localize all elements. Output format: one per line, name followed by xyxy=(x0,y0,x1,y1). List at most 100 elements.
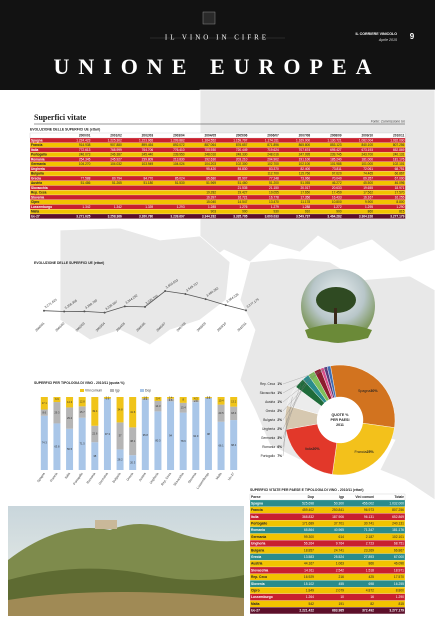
table-cell: 459.402 xyxy=(302,508,314,512)
bar-label: 12.8 xyxy=(80,399,86,403)
leader-line xyxy=(282,396,293,448)
bar-segment xyxy=(192,397,200,401)
table-cell: 68.864 xyxy=(304,528,314,532)
table-row xyxy=(249,553,406,561)
bar-segment xyxy=(141,400,149,470)
table-caption: SUPERFICI VITATE PER PAESE E TIPOLOGIA D… xyxy=(250,488,363,492)
point xyxy=(83,310,86,313)
table-cell: 764.706 xyxy=(142,148,154,152)
table-cell: 50.300 xyxy=(334,501,344,505)
table-cell: Romania xyxy=(251,528,265,532)
x-tick-label: 2006/07 xyxy=(156,321,167,332)
table-header-cell: Dop xyxy=(308,495,314,499)
pie-label-value: 1% xyxy=(277,382,282,386)
table-cell: 768.999 xyxy=(110,148,122,152)
value-label: 3.464.282 xyxy=(205,286,219,298)
table-cell: 46.096 xyxy=(394,562,404,566)
table-row xyxy=(249,566,406,574)
table-cell: 250.841 xyxy=(332,508,344,512)
table-cell: 19.055 xyxy=(269,191,279,195)
table-cell: 1.342 xyxy=(114,205,122,209)
table-cell: 17.562 xyxy=(363,191,373,195)
table-cell: 1.209.882 xyxy=(170,138,184,142)
bar-label: 74.3 xyxy=(42,441,48,445)
bar-label: 92.9 xyxy=(193,434,199,438)
logo xyxy=(202,11,216,25)
value-label: 3.549.737 xyxy=(185,281,199,293)
table-cell: 40.965 xyxy=(334,528,344,532)
bar-segment xyxy=(192,402,200,470)
table-cell: 85.680 xyxy=(206,176,216,180)
table-cell: 103.949 xyxy=(142,162,154,166)
bar-label: 14.3 xyxy=(155,404,161,408)
table-cell: 85.024 xyxy=(175,176,185,180)
bar-segment xyxy=(78,417,86,470)
table-cell: 16.929 xyxy=(304,575,314,579)
table-cell: 1.276 xyxy=(239,205,247,209)
value-label: 3.271.625 xyxy=(44,298,58,310)
table-cell: Bulgaria xyxy=(251,548,264,552)
table-cell: 245.440 xyxy=(142,153,154,157)
table-cell: 930 xyxy=(273,210,279,214)
table-cell: 102.300 xyxy=(236,162,248,166)
table-cell: Italia xyxy=(251,515,259,519)
table-cell: Grecia xyxy=(251,555,261,559)
bar-label: 29.3 xyxy=(54,410,60,414)
pie-label-value: 6% xyxy=(277,445,282,449)
table-header-cell: 2004/05 xyxy=(204,133,216,137)
table-cell: 21.150 xyxy=(269,186,279,190)
bar-label: 5.4 xyxy=(156,397,160,401)
x-tick-label: Rep. Ceca xyxy=(160,472,172,487)
table-cell: 66.867 xyxy=(395,172,405,176)
table-cell: 17.356 xyxy=(300,195,310,199)
table-cell: 17.459 xyxy=(332,191,342,195)
table-cell: 755.930 xyxy=(204,148,216,152)
bar-segment xyxy=(53,402,61,424)
point xyxy=(224,304,227,307)
table-cell: 1.290 xyxy=(396,595,404,599)
table-cell: 853.123 xyxy=(330,143,342,147)
bar-segment xyxy=(154,411,162,470)
bar-label: 34.8 xyxy=(117,407,123,411)
table-header-cell: 2002/03 xyxy=(142,133,154,137)
legend-label: Dop xyxy=(145,389,151,393)
table-cell: 23.269 xyxy=(364,548,374,552)
table-cell: 104.270 xyxy=(79,162,91,166)
table-cell: 13.583 xyxy=(304,555,314,559)
value-label: 3.260.780 xyxy=(84,298,98,310)
bar-segment xyxy=(204,397,212,398)
x-tick-label: 2010/11 xyxy=(236,321,247,332)
table-row xyxy=(29,185,406,191)
pie-label-name: Portogallo xyxy=(261,454,276,458)
bar-label: 80.3 xyxy=(155,438,161,442)
pie-label-name: Bulgaria xyxy=(263,418,275,422)
table-cell: 900 xyxy=(242,210,248,214)
x-tick-label: 2003/04 xyxy=(95,321,106,332)
table-row xyxy=(249,586,406,594)
table-cell: 51.530 xyxy=(175,181,185,185)
table-cell: 2.187 xyxy=(366,535,374,539)
table-cell: 248.016 xyxy=(267,153,279,157)
table-cell: 97.620 xyxy=(332,172,342,176)
table-cell: 248.330 xyxy=(236,153,248,157)
page-title: UNIONE EUROPEA xyxy=(53,54,380,79)
table-cell: 1.032.000 xyxy=(389,501,404,505)
bar-segment xyxy=(167,398,175,402)
table-cell: 614 xyxy=(338,535,344,539)
table-header-cell: 2007/08 xyxy=(299,133,311,137)
table-cell: Malta xyxy=(31,210,39,214)
table-cell: 19.427 xyxy=(238,191,248,195)
legend-swatch xyxy=(140,389,144,392)
point xyxy=(144,305,146,308)
table-cell: 69.357 xyxy=(363,176,373,180)
table-cell: 67.000 xyxy=(395,176,405,180)
bar-segment xyxy=(141,397,149,399)
bar-label: 23.5 xyxy=(218,411,224,415)
table-cell: 1.223.965 xyxy=(139,138,153,142)
table-cell: 68.751 xyxy=(395,167,405,171)
chart-title: SUPERFICI PER TIPOLOGIA DI VINO - 2010/1… xyxy=(34,381,125,385)
table-cell: 8.800 xyxy=(396,589,404,593)
table-cell: Ue-27 xyxy=(31,214,40,218)
table-cell: Austria xyxy=(251,562,263,566)
